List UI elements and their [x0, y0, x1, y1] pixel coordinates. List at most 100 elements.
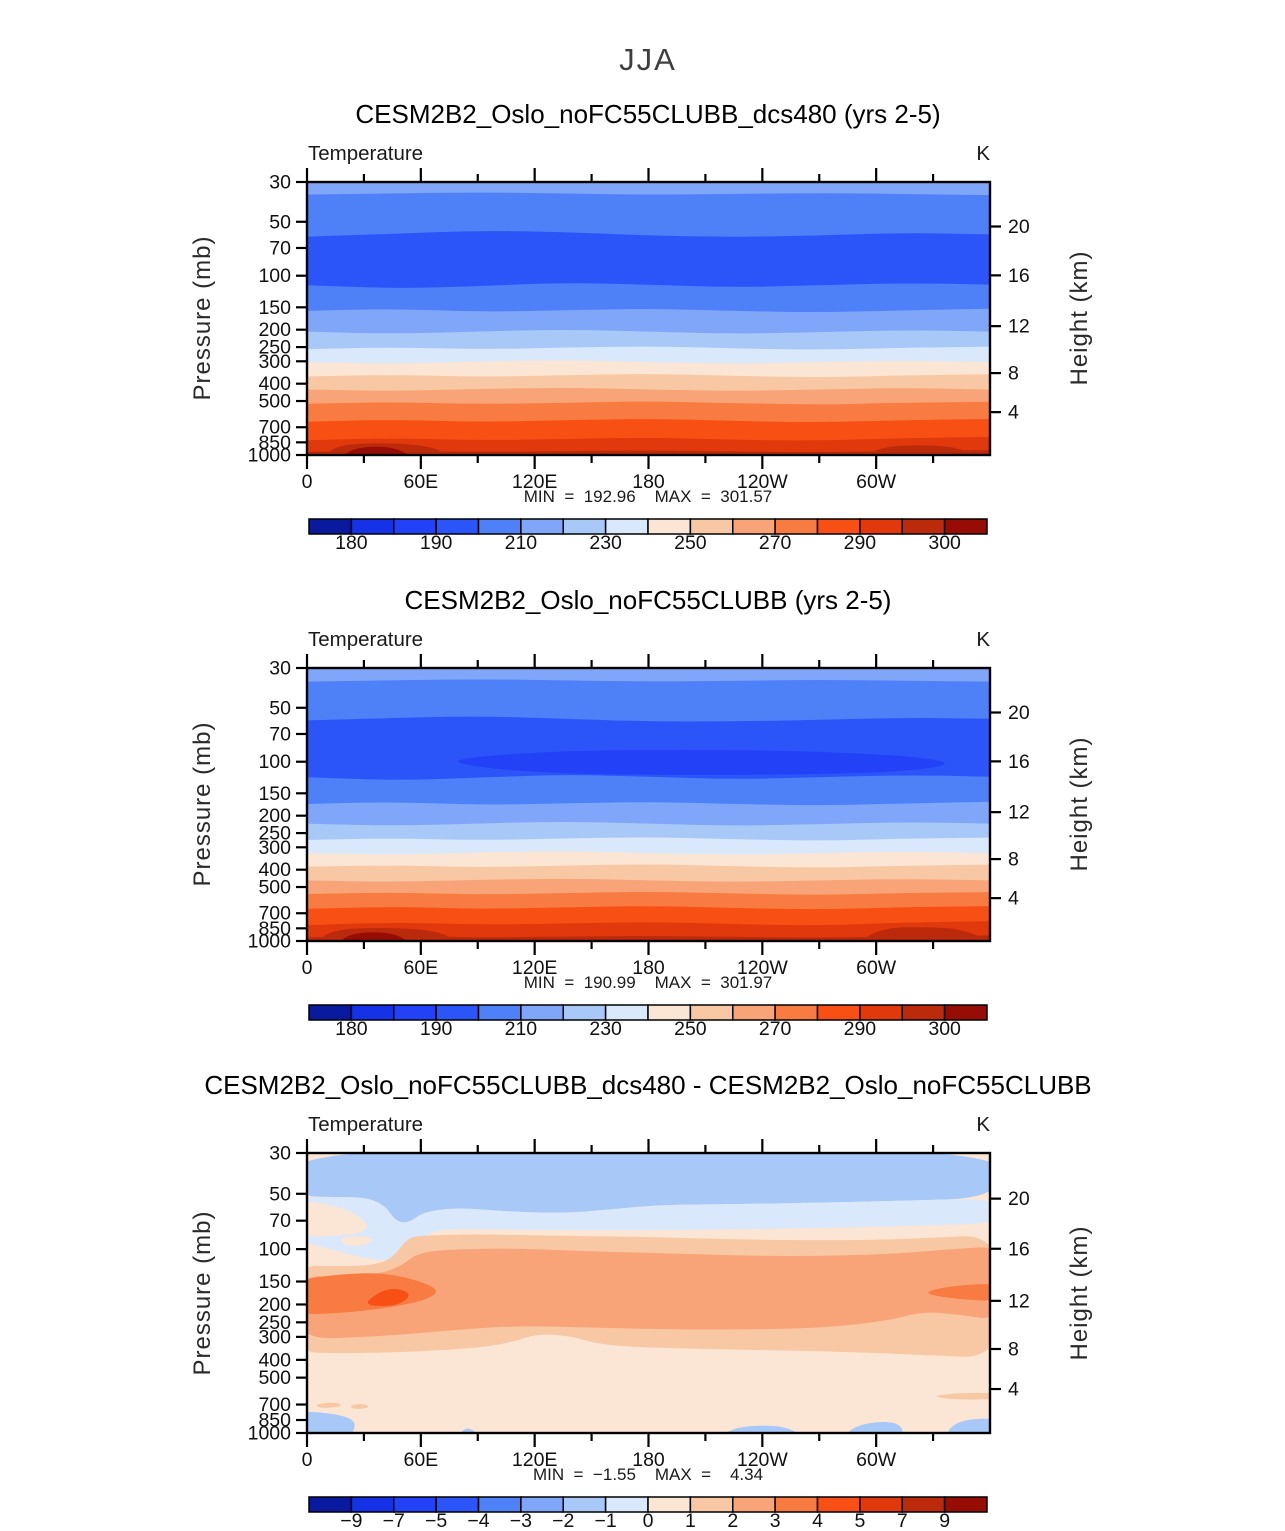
- colorbar-tick-label: 1: [685, 1510, 696, 1531]
- colorbar-tick-label: 190: [420, 532, 453, 554]
- colorbar-tick-label: 300: [928, 1018, 961, 1040]
- panel-1-pressure-axis-name: Pressure (mb): [189, 235, 216, 401]
- lon-tick-label: 180: [632, 957, 665, 979]
- contour-patch: [344, 446, 409, 455]
- pressure-tick-label: 30: [269, 658, 291, 680]
- panel-2-variable-label: Temperature: [308, 628, 424, 651]
- pressure-tick-label: 400: [258, 1349, 291, 1371]
- height-tick-label: 12: [1008, 802, 1030, 824]
- pressure-tick-label: 850: [258, 432, 291, 454]
- pressure-tick-label: 200: [258, 319, 291, 341]
- panel-3-title: CESM2B2_Oslo_noFC55CLUBB_dcs480 - CESM2B…: [204, 1070, 1092, 1100]
- colorbar-tick-label: 300: [928, 532, 961, 554]
- panel-2-minmax: MIN = 190.99 MAX = 301.97: [523, 973, 773, 992]
- lon-tick-label: 0: [302, 957, 313, 979]
- colorbar-tick-label: 230: [589, 1018, 622, 1040]
- pressure-tick-label: 150: [258, 783, 291, 805]
- colorbar-tick-label: 5: [854, 1510, 865, 1531]
- height-tick-label: 4: [1008, 888, 1019, 910]
- panel-3-minmax: MIN = −1.55 MAX = 4.34: [532, 1465, 764, 1484]
- contour-patch: [307, 1273, 436, 1315]
- panel-3-height-axis-name: Height (km): [1066, 1225, 1093, 1361]
- pressure-tick-label: 50: [269, 211, 291, 233]
- height-tick-label: 8: [1008, 849, 1019, 871]
- pressure-tick-label: 300: [258, 351, 291, 373]
- contour-band: [307, 921, 990, 941]
- lon-tick-label: 60E: [403, 1449, 438, 1471]
- colorbar-cell: [943, 1004, 988, 1021]
- contour-patch: [307, 1247, 990, 1339]
- colorbar-tick-label: 210: [505, 1018, 538, 1040]
- lon-tick-label: 180: [632, 471, 665, 493]
- colorbar-tick-label: −2: [552, 1510, 574, 1531]
- contour-patch: [341, 1236, 373, 1246]
- colorbar: [308, 1496, 988, 1513]
- lon-tick-label: 60E: [403, 471, 438, 493]
- colorbar-cell: [943, 1496, 988, 1513]
- contour-band: [307, 935, 990, 941]
- colorbar-cell: [943, 518, 988, 535]
- colorbar-tick-label: 230: [589, 532, 622, 554]
- pressure-tick-label: 70: [269, 723, 291, 745]
- colorbar-tick-label: 180: [335, 1018, 368, 1040]
- pressure-tick-label: 100: [258, 1239, 291, 1261]
- pressure-tick-label: 150: [258, 297, 291, 319]
- pressure-tick-label: 1000: [248, 1423, 292, 1445]
- height-tick-label: 20: [1008, 1188, 1030, 1210]
- pressure-tick-label: 250: [258, 823, 291, 845]
- lon-tick-label: 0: [302, 471, 313, 493]
- pressure-tick-label: 500: [258, 877, 291, 899]
- colorbar-tick-label: 270: [759, 532, 792, 554]
- colorbar-tick-label: 290: [844, 1018, 877, 1040]
- pressure-tick-label: 850: [258, 1410, 291, 1432]
- panel-1-height-axis-name: Height (km): [1066, 250, 1093, 386]
- pressure-tick-label: 100: [258, 265, 291, 287]
- height-tick-label: 16: [1008, 265, 1030, 287]
- pressure-tick-label: 700: [258, 417, 291, 439]
- contour-patch: [928, 1284, 990, 1301]
- panel-1-title: CESM2B2_Oslo_noFC55CLUBB_dcs480 (yrs 2-5…: [355, 99, 941, 129]
- pressure-tick-label: 30: [269, 1143, 291, 1165]
- contour-patch: [316, 1402, 341, 1408]
- pressure-tick-label: 50: [269, 697, 291, 719]
- colorbar-tick-label: 250: [674, 1018, 707, 1040]
- panel-2-pressure-axis-name: Pressure (mb): [189, 721, 216, 887]
- colorbar-tick-label: −3: [510, 1510, 532, 1531]
- lon-tick-label: 60W: [856, 471, 897, 493]
- pressure-tick-label: 500: [258, 391, 291, 413]
- axis-ticks: [296, 654, 1001, 955]
- height-tick-label: 4: [1008, 402, 1019, 424]
- pressure-tick-label: 300: [258, 1326, 291, 1348]
- height-tick-label: 8: [1008, 1339, 1019, 1361]
- contour-patch: [948, 1418, 990, 1433]
- panel-3-pressure-axis-name: Pressure (mb): [189, 1210, 216, 1376]
- pressure-tick-label: 500: [258, 1367, 291, 1389]
- height-tick-label: 16: [1008, 1238, 1030, 1260]
- pressure-tick-label: 700: [258, 903, 291, 925]
- colorbar-tick-label: −1: [595, 1510, 617, 1531]
- contour-patch: [367, 1288, 409, 1307]
- colorbar-tick-label: −4: [467, 1510, 489, 1531]
- colorbar-tick-label: 0: [643, 1510, 654, 1531]
- contour-patch: [726, 1425, 797, 1433]
- contour-plot-area-3: [307, 1153, 990, 1433]
- colorbar-tick-label: 2: [727, 1510, 738, 1531]
- pressure-tick-label: 250: [258, 337, 291, 359]
- lon-tick-label: 60W: [856, 1449, 897, 1471]
- pressure-tick-label: 300: [258, 837, 291, 859]
- pressure-tick-label: 250: [258, 1312, 291, 1334]
- colorbar-tick-label: −5: [425, 1510, 447, 1531]
- panel-1-units-label: K: [976, 142, 990, 165]
- colorbar-tick-label: 250: [674, 532, 707, 554]
- pressure-tick-label: 70: [269, 237, 291, 259]
- panel-2-height-axis-name: Height (km): [1066, 736, 1093, 872]
- pressure-tick-label: 200: [258, 805, 291, 827]
- contour-patch: [863, 927, 989, 941]
- pressure-tick-label: 400: [258, 859, 291, 881]
- lon-tick-label: 60E: [403, 957, 438, 979]
- height-tick-label: 16: [1008, 751, 1030, 773]
- panel-1-minmax: MIN = 192.96 MAX = 301.57: [523, 487, 773, 506]
- panel-1-variable-label: Temperature: [308, 142, 424, 165]
- lon-tick-label: 60W: [856, 957, 897, 979]
